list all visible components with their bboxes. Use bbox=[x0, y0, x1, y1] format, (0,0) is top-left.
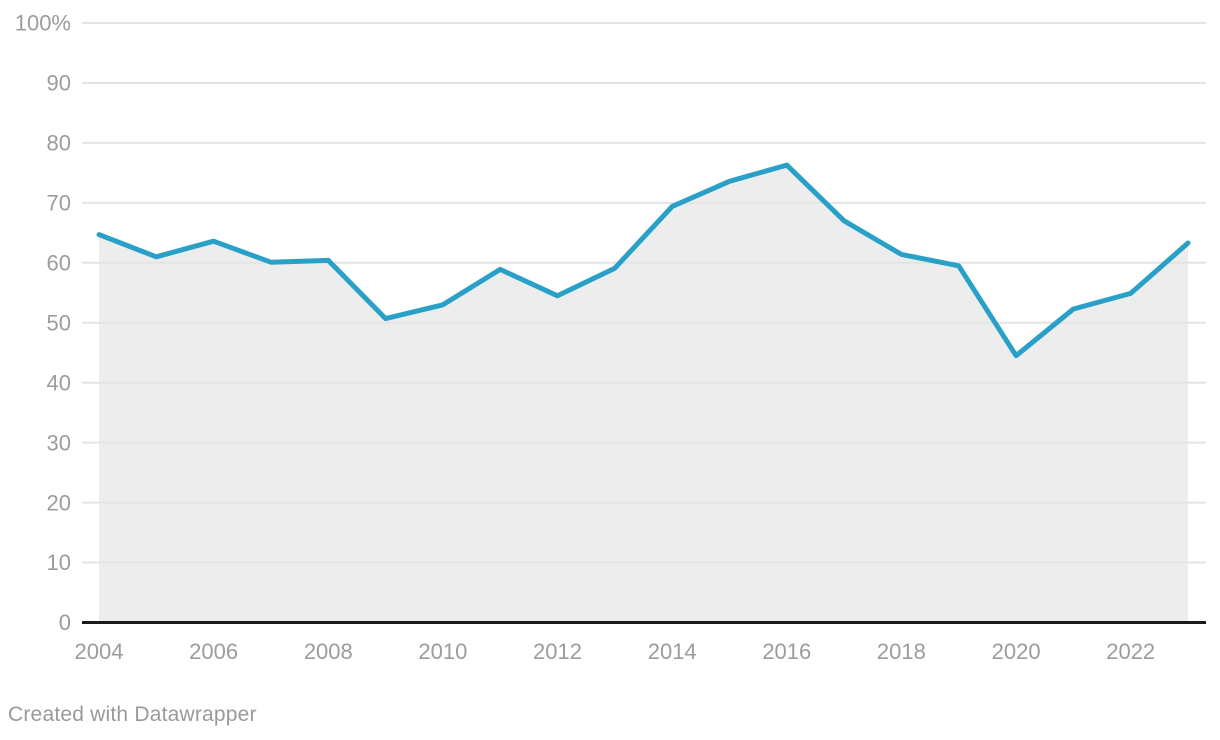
attribution-text: Created with Datawrapper bbox=[8, 703, 257, 726]
x-tick-label: 2022 bbox=[1106, 639, 1155, 664]
y-tick-label: 0 bbox=[59, 610, 71, 635]
y-tick-label: 60 bbox=[47, 251, 71, 276]
x-tick-label: 2020 bbox=[992, 639, 1041, 664]
x-tick-label: 2008 bbox=[304, 639, 353, 664]
y-tick-label: 30 bbox=[47, 430, 71, 455]
x-tick-label: 2018 bbox=[877, 639, 926, 664]
x-tick-label: 2016 bbox=[762, 639, 811, 664]
y-tick-label: 70 bbox=[47, 191, 71, 216]
data-line bbox=[96, 162, 1191, 359]
y-tick-label: 50 bbox=[47, 311, 71, 336]
y-tick-label: 20 bbox=[47, 490, 71, 515]
area-fill bbox=[99, 165, 1188, 623]
y-tick-label: 80 bbox=[47, 131, 71, 156]
x-tick-label: 2012 bbox=[533, 639, 582, 664]
x-tick-label: 2014 bbox=[648, 639, 697, 664]
y-tick-label: 40 bbox=[47, 370, 71, 395]
y-tick-label: 100% bbox=[15, 11, 71, 36]
y-tick-label: 90 bbox=[47, 71, 71, 96]
x-tick-label: 2006 bbox=[189, 639, 238, 664]
x-tick-label: 2004 bbox=[75, 639, 124, 664]
y-tick-label: 10 bbox=[47, 550, 71, 575]
x-tick-label: 2010 bbox=[418, 639, 467, 664]
